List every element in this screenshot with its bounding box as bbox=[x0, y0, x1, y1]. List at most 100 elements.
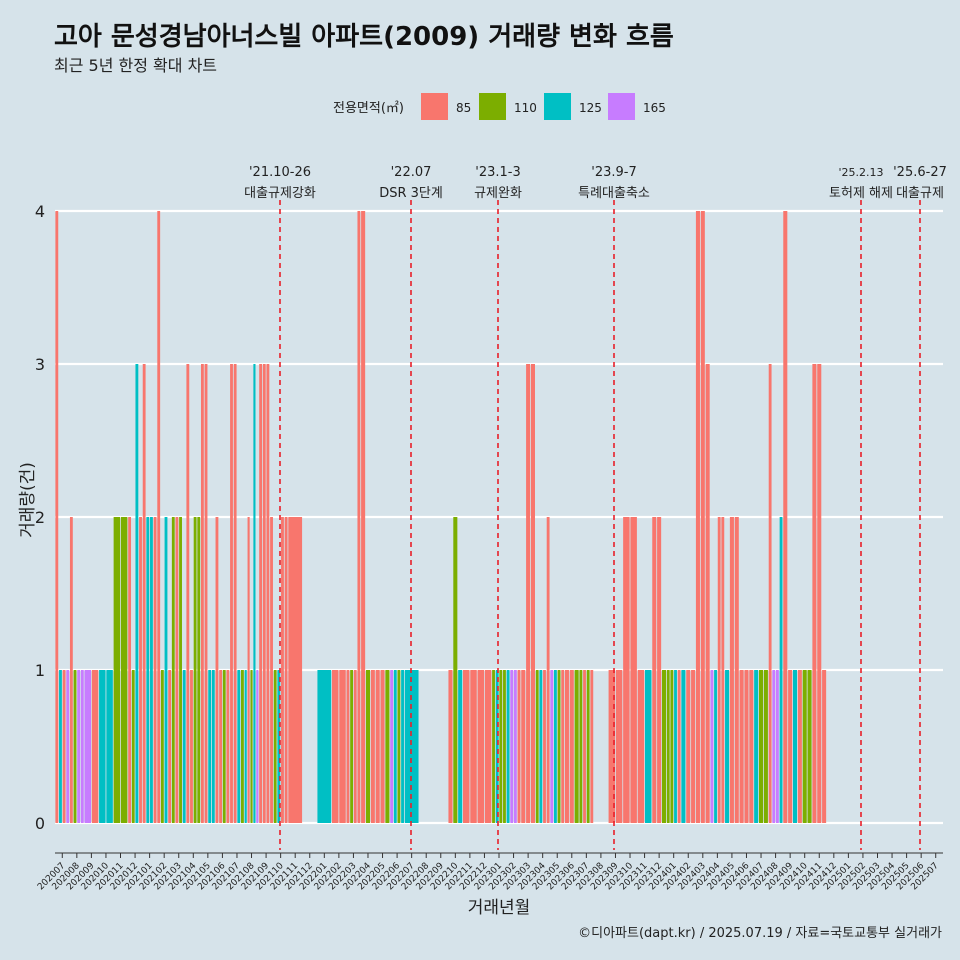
bar bbox=[385, 670, 390, 823]
bar bbox=[390, 670, 394, 823]
bar bbox=[153, 517, 157, 823]
bar bbox=[586, 670, 590, 823]
event-date: '22.07 bbox=[391, 165, 432, 180]
bar bbox=[182, 670, 186, 823]
bar bbox=[510, 670, 514, 823]
bar bbox=[370, 670, 375, 823]
bar bbox=[244, 670, 247, 823]
bar bbox=[277, 670, 281, 823]
bar bbox=[259, 364, 263, 823]
bar bbox=[160, 670, 164, 823]
y-tick-label: 2 bbox=[35, 508, 45, 527]
bar bbox=[284, 517, 288, 823]
bar bbox=[135, 364, 139, 823]
event-date: '21.10-26 bbox=[249, 165, 311, 180]
bar bbox=[535, 670, 539, 823]
y-tick-label: 3 bbox=[35, 355, 45, 374]
chart-title: 고아 문성경남아너스빌 아파트(2009) 거래량 변화 흐름 bbox=[54, 22, 674, 52]
bar bbox=[361, 211, 366, 823]
bar bbox=[226, 670, 230, 823]
bar bbox=[492, 670, 495, 823]
bar bbox=[710, 670, 714, 823]
bar bbox=[80, 670, 84, 823]
bar bbox=[590, 670, 594, 823]
bar bbox=[644, 670, 652, 823]
bar bbox=[797, 670, 802, 823]
bar bbox=[55, 211, 59, 823]
bar bbox=[404, 670, 419, 823]
bar bbox=[812, 364, 817, 823]
bar bbox=[128, 517, 132, 823]
bar bbox=[754, 670, 759, 823]
bar bbox=[506, 670, 510, 823]
bar bbox=[139, 517, 142, 823]
bar bbox=[365, 670, 371, 823]
bar bbox=[484, 670, 492, 823]
bar bbox=[569, 670, 574, 823]
y-tick-label: 1 bbox=[35, 661, 45, 680]
y-tick-label: 4 bbox=[35, 202, 45, 221]
bar bbox=[574, 670, 579, 823]
bar bbox=[77, 670, 81, 823]
bar bbox=[470, 670, 477, 823]
bar bbox=[714, 670, 717, 823]
bar bbox=[772, 670, 776, 823]
bar bbox=[637, 670, 645, 823]
bar bbox=[579, 670, 583, 823]
bar bbox=[453, 517, 458, 823]
legend-label-165: 165 bbox=[643, 101, 666, 115]
bar bbox=[677, 670, 681, 823]
bar bbox=[164, 517, 168, 823]
bar bbox=[281, 517, 284, 823]
bar bbox=[458, 670, 463, 823]
bar bbox=[661, 670, 667, 823]
bar bbox=[666, 670, 670, 823]
bar bbox=[241, 670, 244, 823]
bar bbox=[788, 670, 793, 823]
event-date: '23.9-7 bbox=[591, 165, 636, 180]
bar bbox=[503, 670, 506, 823]
bar bbox=[171, 517, 175, 823]
bar bbox=[521, 670, 526, 823]
bar bbox=[822, 670, 827, 823]
bar bbox=[393, 670, 397, 823]
legend-swatch-125 bbox=[544, 93, 571, 120]
legend-label-125: 125 bbox=[579, 101, 602, 115]
bar bbox=[783, 211, 788, 823]
x-axis-title: 거래년월 bbox=[468, 898, 531, 918]
bar bbox=[331, 670, 339, 823]
bar bbox=[734, 517, 739, 823]
bar bbox=[550, 670, 554, 823]
bar bbox=[630, 517, 637, 823]
chart-subtitle: 최근 5년 한정 확대 차트 bbox=[54, 56, 218, 75]
bar bbox=[157, 211, 161, 823]
bar bbox=[131, 670, 135, 823]
bar bbox=[561, 670, 565, 823]
bar bbox=[204, 364, 208, 823]
bar bbox=[69, 517, 73, 823]
bar bbox=[317, 670, 332, 823]
bar bbox=[208, 670, 212, 823]
bar bbox=[695, 211, 700, 823]
bar bbox=[186, 364, 190, 823]
bar bbox=[705, 364, 710, 823]
bar bbox=[150, 517, 153, 823]
bar bbox=[729, 517, 734, 823]
legend-label-85: 85 bbox=[456, 101, 471, 115]
bar bbox=[546, 517, 550, 823]
y-tick-label: 0 bbox=[35, 814, 45, 833]
bar bbox=[401, 670, 404, 823]
bar bbox=[66, 670, 70, 823]
bar bbox=[775, 670, 779, 823]
bar bbox=[513, 670, 517, 823]
bar bbox=[792, 670, 798, 823]
bar bbox=[530, 364, 535, 823]
event-label: 특례대출축소 bbox=[578, 186, 650, 201]
bar bbox=[73, 670, 77, 823]
bar bbox=[674, 670, 677, 823]
bar bbox=[583, 670, 586, 823]
bar bbox=[539, 670, 543, 823]
bar bbox=[749, 670, 754, 823]
bar bbox=[288, 517, 303, 823]
y-axis-title: 거래량(건) bbox=[18, 462, 38, 538]
